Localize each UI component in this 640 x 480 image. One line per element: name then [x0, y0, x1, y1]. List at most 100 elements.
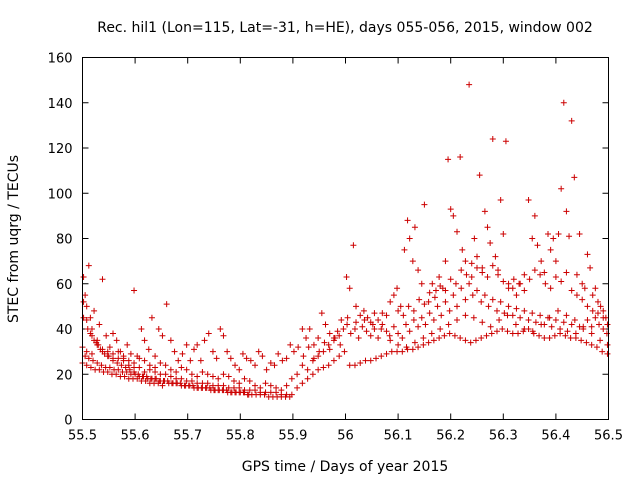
data-point [571, 174, 578, 181]
data-point [459, 246, 466, 253]
data-point [340, 326, 347, 332]
data-point [512, 321, 519, 328]
data-point [215, 375, 222, 382]
data-point [505, 285, 512, 292]
data-point [87, 364, 94, 371]
data-point [500, 278, 507, 285]
data-point [410, 307, 417, 314]
x-tick-label: 56.5 [594, 429, 623, 444]
data-point [415, 267, 422, 274]
data-point [173, 368, 180, 375]
data-point [521, 271, 528, 278]
data-point [283, 355, 290, 362]
data-point [115, 355, 122, 362]
data-point [344, 314, 351, 321]
data-point [80, 298, 87, 305]
data-point [304, 375, 311, 382]
data-point [390, 323, 397, 330]
data-point [278, 387, 285, 394]
data-point [124, 341, 131, 348]
data-point [347, 330, 354, 337]
data-point [454, 303, 461, 310]
data-point [481, 208, 488, 215]
data-point [371, 326, 378, 332]
data-point [458, 285, 465, 292]
data-point [470, 314, 477, 321]
data-point [588, 341, 595, 348]
data-point [194, 341, 201, 348]
data-point [430, 316, 437, 323]
data-point [552, 258, 559, 265]
data-point [230, 378, 237, 385]
data-point [547, 246, 554, 253]
data-point [525, 316, 532, 323]
y-tick-label: 60 [56, 278, 73, 293]
x-tick-label: 55.5 [68, 429, 97, 444]
data-point [84, 326, 91, 332]
data-point [246, 387, 253, 394]
data-point [441, 332, 448, 339]
data-point [500, 230, 507, 237]
data-point [171, 348, 178, 355]
data-point [373, 355, 380, 362]
data-point [437, 283, 444, 290]
data-point [96, 366, 103, 373]
data-point [131, 287, 138, 294]
data-point [106, 344, 113, 351]
data-point [466, 280, 473, 287]
data-point [513, 305, 520, 312]
data-point [159, 382, 166, 389]
data-point [421, 301, 428, 308]
data-point [115, 366, 122, 373]
data-point [138, 326, 145, 332]
data-point [88, 350, 95, 357]
data-point [563, 312, 570, 319]
data-point [495, 267, 502, 274]
data-point [315, 335, 322, 342]
data-point [114, 359, 121, 366]
data-point [113, 337, 120, 344]
data-point [383, 328, 390, 335]
y-axis-label: STEC from uqrg / TECUs [6, 155, 22, 323]
data-point [82, 292, 89, 299]
data-point [579, 296, 586, 303]
data-point [429, 280, 436, 287]
data-point [357, 359, 364, 366]
data-point [174, 380, 181, 387]
data-point [401, 246, 408, 253]
data-point [225, 373, 232, 380]
data-point [573, 292, 580, 299]
data-point [98, 362, 105, 369]
data-point [167, 366, 174, 373]
data-point [566, 233, 573, 240]
data-point [597, 337, 604, 344]
data-point [318, 310, 325, 317]
data-point [390, 292, 397, 299]
data-point [548, 323, 555, 330]
data-point [474, 287, 480, 294]
data-point [451, 332, 458, 339]
data-point [505, 303, 512, 310]
data-point [361, 316, 368, 323]
data-point [306, 326, 313, 332]
data-point [399, 348, 406, 355]
data-point [110, 330, 117, 337]
data-point [132, 371, 139, 378]
data-point [187, 357, 194, 364]
data-point [188, 371, 195, 378]
data-point [209, 373, 216, 380]
data-point [489, 135, 496, 142]
data-point [295, 344, 302, 351]
data-point [236, 366, 243, 373]
data-point [127, 350, 134, 357]
data-point [509, 312, 516, 319]
data-point [367, 332, 374, 339]
data-point [594, 310, 601, 317]
data-point [402, 321, 409, 328]
y-tick-label: 140 [48, 97, 73, 112]
data-point [275, 350, 282, 357]
x-tick-label: 56.1 [384, 429, 413, 444]
data-point [462, 258, 469, 265]
data-point [204, 380, 211, 387]
